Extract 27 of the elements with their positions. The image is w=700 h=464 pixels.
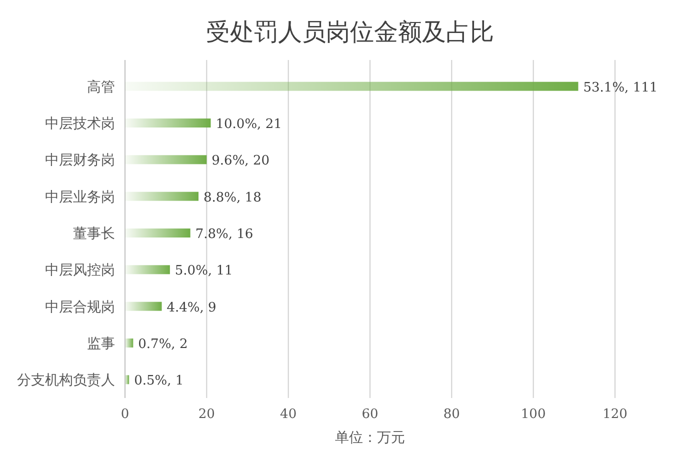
y-tick-label: 中层风控岗: [45, 262, 115, 279]
data-label: 5.0%, 11: [174, 264, 233, 279]
y-tick-label: 中层合规岗: [45, 299, 115, 316]
y-tick-label: 分支机构负责人: [17, 372, 115, 389]
data-label: 0.5%, 1: [134, 374, 184, 389]
data-label: 9.6%, 20: [212, 154, 270, 169]
y-tick-label: 中层技术岗: [45, 116, 115, 132]
y-tick-label: 中层业务岗: [45, 189, 115, 206]
x-axis-title: 单位：万元: [335, 430, 405, 446]
x-tick-label: 20: [198, 407, 215, 422]
data-label: 53.1%, 111: [583, 80, 658, 96]
x-tick-label: 40: [280, 407, 297, 422]
data-label: 0.7%, 2: [138, 337, 188, 352]
data-label: 10.0%, 21: [216, 117, 282, 132]
y-tick-label: 监事: [87, 336, 115, 352]
x-tick-label: 60: [362, 407, 378, 422]
data-label: 7.8%, 16: [195, 227, 254, 242]
chart-title: 受处罚人员岗位金额及占比: [206, 18, 494, 46]
x-tick-label: 0: [120, 407, 130, 422]
x-tick-label: 80: [443, 407, 460, 422]
y-tick-label: 高管: [87, 79, 115, 96]
data-label: 4.4%, 9: [166, 300, 216, 316]
y-tick-label: 中层财务岗: [45, 152, 115, 169]
y-tick-label: 董事长: [73, 226, 115, 242]
x-tick-label: 100: [520, 407, 546, 422]
data-label: 8.8%, 18: [204, 190, 262, 206]
x-tick-label: 120: [602, 407, 628, 422]
